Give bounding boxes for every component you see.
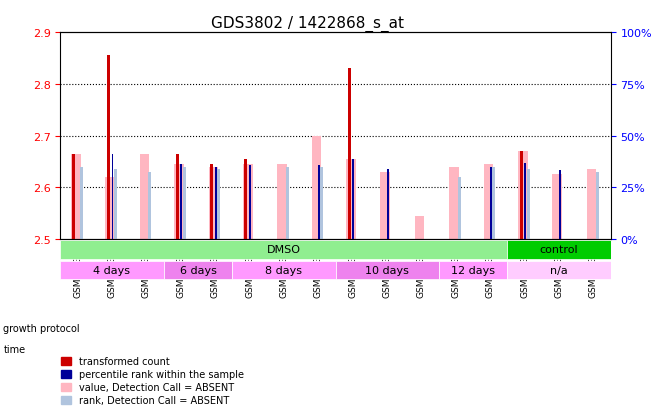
Bar: [348, 69, 350, 240]
Bar: [277, 165, 287, 240]
FancyBboxPatch shape: [507, 240, 611, 259]
Bar: [318, 166, 320, 240]
Text: 10 days: 10 days: [365, 266, 409, 275]
Bar: [174, 165, 184, 240]
Bar: [458, 178, 461, 240]
Bar: [524, 163, 526, 240]
Text: 4 days: 4 days: [93, 266, 130, 275]
Bar: [210, 165, 213, 240]
Text: control: control: [539, 245, 578, 255]
Bar: [450, 167, 459, 240]
Text: n/a: n/a: [550, 266, 568, 275]
FancyBboxPatch shape: [336, 261, 439, 280]
Bar: [519, 152, 523, 240]
Bar: [71, 154, 81, 240]
FancyBboxPatch shape: [164, 261, 232, 280]
Bar: [587, 170, 597, 240]
Bar: [380, 173, 390, 240]
Bar: [386, 170, 389, 240]
Legend: transformed count, percentile rank within the sample, value, Detection Call = AB: transformed count, percentile rank withi…: [58, 354, 247, 408]
FancyBboxPatch shape: [232, 261, 336, 280]
Bar: [243, 165, 252, 240]
Bar: [352, 159, 354, 240]
Text: 12 days: 12 days: [451, 266, 495, 275]
Bar: [148, 173, 152, 240]
Bar: [286, 167, 289, 240]
Bar: [180, 165, 183, 240]
FancyBboxPatch shape: [507, 261, 611, 280]
Bar: [346, 159, 356, 240]
Bar: [321, 167, 323, 240]
Bar: [312, 136, 321, 240]
Bar: [80, 167, 83, 240]
FancyBboxPatch shape: [60, 261, 164, 280]
Bar: [244, 159, 248, 240]
Bar: [559, 171, 560, 240]
Text: 8 days: 8 days: [266, 266, 303, 275]
Bar: [490, 167, 492, 240]
Bar: [72, 154, 75, 240]
FancyBboxPatch shape: [439, 261, 507, 280]
Bar: [493, 167, 495, 240]
Bar: [484, 165, 493, 240]
Text: DMSO: DMSO: [267, 245, 301, 255]
Text: growth protocol: growth protocol: [3, 323, 80, 333]
Bar: [176, 154, 178, 240]
Bar: [527, 170, 529, 240]
Title: GDS3802 / 1422868_s_at: GDS3802 / 1422868_s_at: [211, 16, 405, 32]
Bar: [209, 167, 218, 240]
Bar: [518, 152, 527, 240]
Bar: [596, 173, 599, 240]
Bar: [107, 56, 110, 240]
Bar: [114, 170, 117, 240]
Bar: [183, 167, 186, 240]
Text: 6 days: 6 days: [180, 266, 216, 275]
FancyBboxPatch shape: [60, 240, 507, 259]
Bar: [140, 154, 150, 240]
Bar: [215, 167, 217, 240]
Text: time: time: [3, 344, 25, 354]
Bar: [105, 178, 115, 240]
Bar: [217, 170, 220, 240]
Bar: [415, 216, 425, 240]
Bar: [552, 175, 562, 240]
Bar: [111, 154, 113, 240]
Bar: [249, 166, 251, 240]
